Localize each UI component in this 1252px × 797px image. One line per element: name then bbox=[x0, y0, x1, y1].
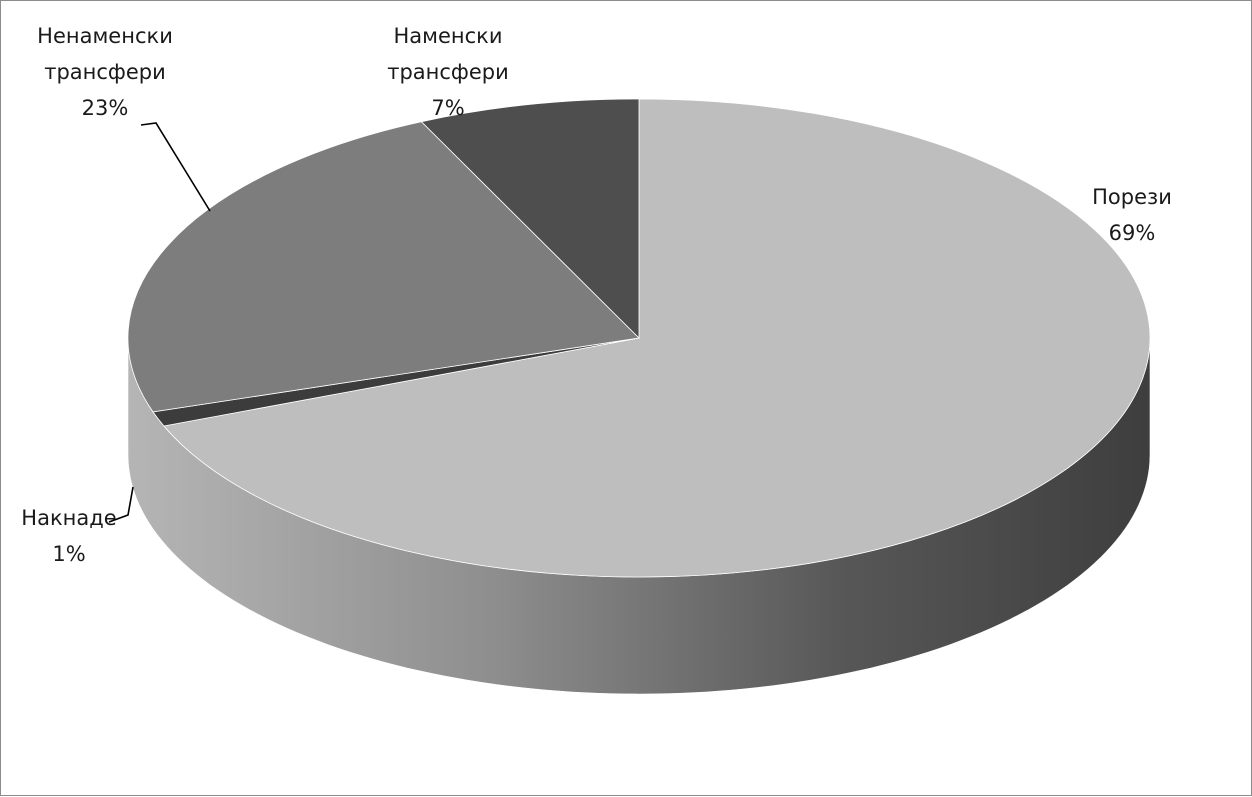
data-label-value: 1% bbox=[52, 542, 85, 566]
pie-slice-наменски-трансфери bbox=[420, 98, 640, 339]
data-label-name: Наменски bbox=[393, 24, 502, 48]
pie-slice-порези bbox=[163, 98, 1151, 578]
data-label-value: 23% bbox=[82, 96, 129, 120]
data-label-value: 7% bbox=[431, 96, 464, 120]
data-label-name: трансфери bbox=[387, 60, 509, 84]
pie-slice-ненаменски-трансфери bbox=[127, 121, 640, 413]
data-label-наменски-трансфери: Наменски трансфери 7% bbox=[387, 24, 509, 120]
data-label-name: Ненаменски bbox=[37, 24, 173, 48]
data-label-накнаде: Накнаде 1% bbox=[21, 506, 116, 566]
data-label-порези: Порези 69% bbox=[1092, 185, 1172, 245]
data-label-name: Порези bbox=[1092, 185, 1172, 209]
data-label-name: Накнаде bbox=[21, 506, 116, 530]
leader-line-накнаде bbox=[108, 486, 134, 523]
data-label-name: трансфери bbox=[44, 60, 166, 84]
data-label-ненаменски-трансфери: Ненаменски трансфери 23% bbox=[37, 24, 173, 120]
data-label-value: 69% bbox=[1109, 221, 1156, 245]
leader-line-ненаменски-трансфери bbox=[140, 122, 211, 212]
